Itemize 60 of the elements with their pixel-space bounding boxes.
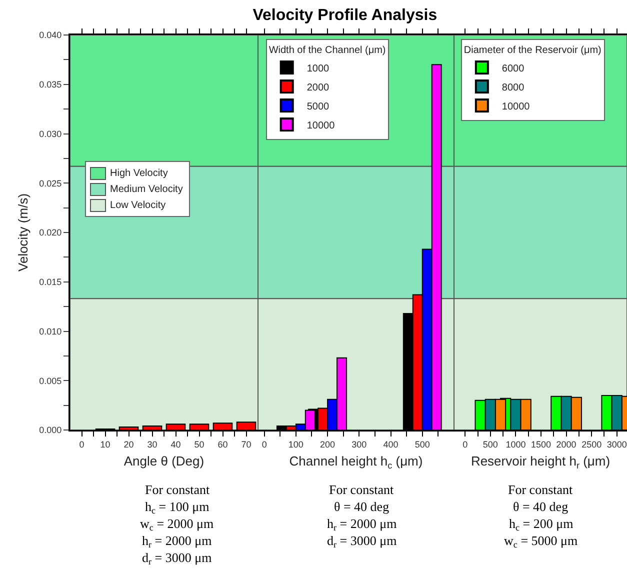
- y-tick-label: 0.020: [39, 228, 62, 238]
- x-tick-label: 30: [147, 439, 158, 450]
- y-tick-label: 0.030: [39, 128, 62, 139]
- x-axis-title: Channel height h$_{c}$ (μm): [289, 454, 423, 470]
- text: For constant: [329, 482, 394, 497]
- x-tick-label: 200: [320, 439, 336, 450]
- y-axis-title: Velocity (m/s): [15, 193, 30, 272]
- text: θ = 40 deg: [513, 499, 569, 514]
- text: h$_{r}$ = 2000 μm: [142, 533, 212, 550]
- legend-title: Diameter of the Reservoir (μm): [464, 44, 602, 56]
- text: w$_{c}$ = 2000 μm: [140, 516, 214, 533]
- x-axis-title: Angle θ (Deg): [124, 454, 204, 469]
- text: h$_{c}$ = 100 μm: [145, 499, 210, 516]
- x-tick-label: 300: [352, 439, 367, 450]
- x-tick-label: 60: [218, 439, 228, 450]
- legend-label: 8000: [502, 82, 525, 94]
- x-tick-label: 2000: [556, 439, 576, 450]
- x-tick-label: 0: [79, 439, 84, 450]
- x-tick-label: 40: [170, 439, 181, 450]
- x-tick-label: 3000: [606, 439, 627, 450]
- legend-label: 5000: [306, 101, 330, 112]
- band-label: High Velocity: [110, 168, 168, 179]
- y-tick-label: 0.025: [39, 178, 62, 188]
- chart-title: Velocity Profile Analysis: [252, 6, 438, 24]
- legend-label: Low Velocity: [110, 200, 166, 211]
- x-tick-label: 0: [462, 439, 468, 450]
- legend-title: Width of the Channel (μm): [268, 44, 386, 56]
- x-axis-title: Reservoir height h$_{r}$ (μm): [470, 454, 610, 470]
- text: d$_{r}$ = 3000 μm: [142, 550, 212, 567]
- text: d$_{r}$ = 3000 μm: [327, 533, 397, 550]
- x-tick-label: 400: [383, 439, 398, 450]
- text: w$_{c}$ = 5000 μm: [504, 533, 578, 550]
- legend-label: 10000: [502, 101, 530, 112]
- y-tick-label: 0.040: [39, 30, 62, 40]
- text: For constant: [508, 482, 574, 497]
- text: h$_{r}$ = 2000 μm: [327, 516, 397, 533]
- x-tick-label: 1500: [530, 439, 552, 450]
- y-tick-label: 0.015: [39, 277, 62, 288]
- x-tick-label: 500: [414, 439, 430, 450]
- x-tick-label: 0: [262, 439, 267, 450]
- text: θ = 40 deg: [334, 499, 390, 514]
- y-tick-label: 0.035: [39, 80, 62, 90]
- x-tick-label: 2500: [582, 439, 602, 450]
- text: h$_{c}$ = 200 μm: [509, 516, 574, 533]
- x-tick-label: 50: [194, 439, 204, 450]
- y-tick-label: 0.010: [39, 326, 62, 336]
- legend-label: 2000: [306, 82, 330, 94]
- legend-label: 6000: [502, 63, 525, 74]
- x-tick-label: 1000: [506, 439, 526, 450]
- x-tick-label: 70: [241, 439, 252, 450]
- y-tick-label: 0.005: [39, 376, 62, 386]
- x-tick-label: 10: [100, 439, 110, 450]
- x-tick-label: 500: [482, 439, 498, 450]
- band-label: Medium Velocity: [110, 184, 183, 195]
- legend-label: 1000: [306, 63, 330, 74]
- x-tick-label: 20: [124, 439, 134, 450]
- y-tick-label: 0.000: [39, 425, 62, 436]
- x-tick-label: 100: [288, 439, 304, 450]
- text: For constant: [145, 482, 210, 497]
- legend-label: 10000: [306, 120, 336, 132]
